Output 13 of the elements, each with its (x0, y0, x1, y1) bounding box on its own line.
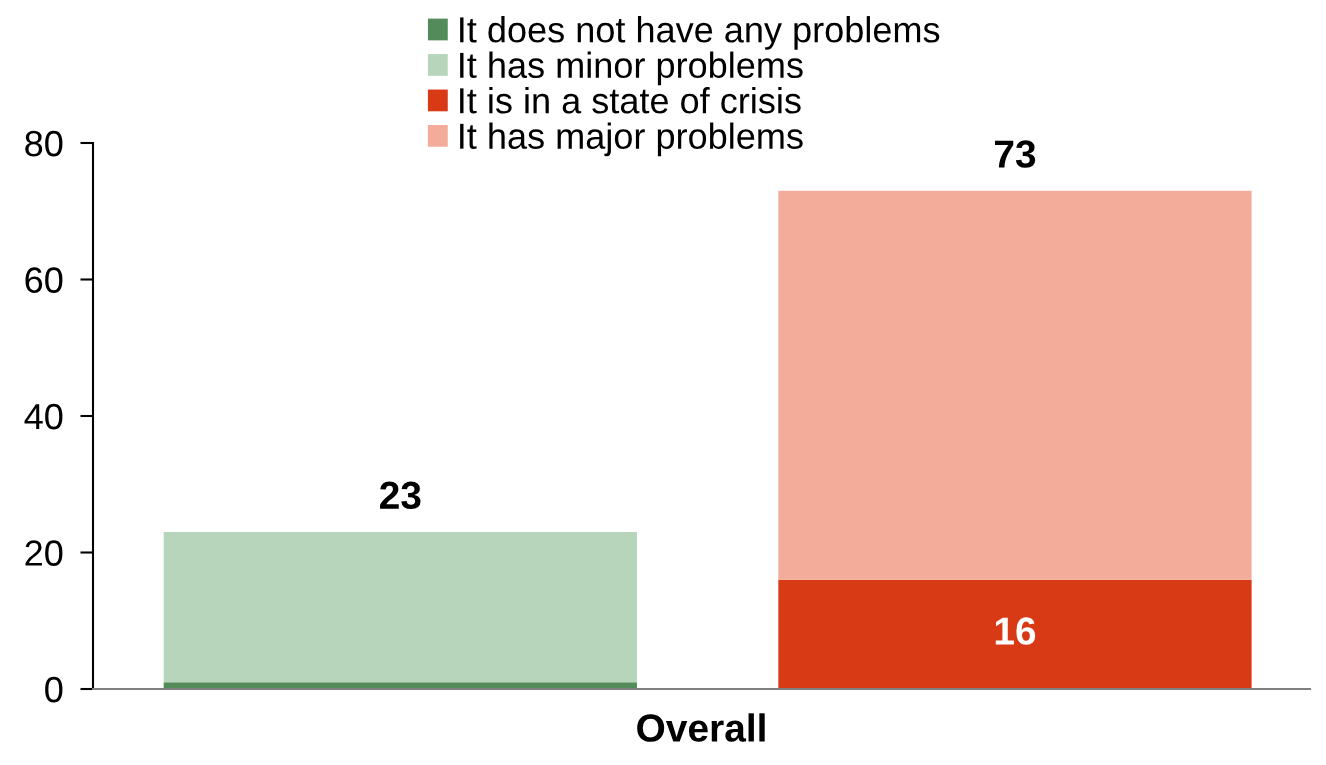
y-tick-label: 80 (25, 130, 63, 157)
total-label: 23 (380, 481, 421, 510)
legend-label: It is in a state of crisis (460, 87, 801, 114)
legend-label: It has minor problems (460, 51, 803, 86)
y-tick-label: 0 (45, 676, 63, 703)
y-tick-label: 20 (25, 540, 63, 566)
y-tick-label: 60 (25, 267, 63, 293)
y-tick-label: 40 (24, 403, 63, 430)
legend-label: It does not have any problems (460, 16, 940, 50)
data-label: 16 (995, 617, 1036, 645)
x-axis-title: Overall (637, 713, 765, 742)
legend-label: It has major problems (460, 122, 803, 157)
total-label: 73 (995, 140, 1036, 168)
